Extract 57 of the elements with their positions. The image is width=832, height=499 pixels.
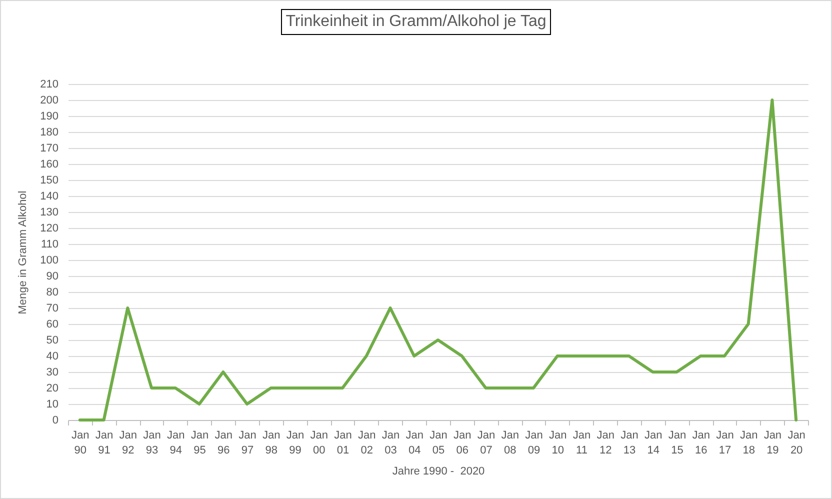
x-tick-label: Jan 05 xyxy=(430,430,448,456)
y-tick-label: 70 xyxy=(46,302,58,314)
y-tick-label: 120 xyxy=(40,222,58,234)
y-tick-label: 210 xyxy=(40,78,58,90)
y-tick-label: 50 xyxy=(46,334,58,346)
x-tick-label: Jan 95 xyxy=(190,430,209,456)
y-tick-label: 200 xyxy=(40,94,58,106)
x-tick-label: Jan 01 xyxy=(334,430,352,456)
x-tick-label: Jan 90 xyxy=(72,430,90,456)
y-tick-label: 40 xyxy=(46,350,58,362)
x-tick-label: Jan 06 xyxy=(453,430,472,456)
y-tick-label: 190 xyxy=(40,110,58,122)
x-tick-label: Jan 08 xyxy=(501,430,519,456)
x-tick-label: Jan 07 xyxy=(477,430,496,456)
x-tick-label: Jan 13 xyxy=(620,430,638,456)
x-tick-label: Jan 19 xyxy=(764,430,782,456)
x-tick-label: Jan 02 xyxy=(358,430,376,456)
x-tick-label: Jan 10 xyxy=(548,430,567,456)
x-tick-label: Jan 93 xyxy=(143,430,161,456)
y-tick-label: 150 xyxy=(40,174,58,186)
y-tick-label: 60 xyxy=(46,318,58,330)
x-tick-label: Jan 91 xyxy=(95,430,114,456)
x-tick-label: Jan 12 xyxy=(596,430,614,456)
x-tick-label: Jan 20 xyxy=(788,430,806,456)
x-tick-label: Jan 09 xyxy=(525,430,543,456)
x-tick-label: Jan 00 xyxy=(310,430,328,456)
y-tick-label: 160 xyxy=(40,158,58,170)
x-axis-title: Jahre 1990 - 2020 xyxy=(392,466,485,478)
x-tick-label: Jan 11 xyxy=(572,430,591,456)
y-tick-label: 130 xyxy=(40,206,58,218)
y-tick-label: 10 xyxy=(46,398,58,410)
y-tick-label: 180 xyxy=(40,126,58,138)
x-tick-label: Jan 04 xyxy=(406,430,424,456)
x-tick-label: Jan 97 xyxy=(238,430,256,456)
y-tick-label: 170 xyxy=(40,142,58,154)
x-tick-label: Jan 17 xyxy=(716,430,734,456)
y-tick-label: 0 xyxy=(52,414,58,426)
x-tick-label: Jan 98 xyxy=(262,430,280,456)
x-tick-label: Jan 16 xyxy=(692,430,710,456)
x-tick-label: Jan 15 xyxy=(668,430,686,456)
x-tick-label: Jan 18 xyxy=(740,430,758,456)
x-tick-label: Jan 96 xyxy=(214,430,233,456)
x-tick-label: Jan 92 xyxy=(119,430,138,456)
x-tick-label: Jan 99 xyxy=(286,430,304,456)
y-tick-label: 20 xyxy=(46,382,58,394)
y-tick-label: 30 xyxy=(46,366,58,378)
x-tick-label: Jan 94 xyxy=(167,430,185,456)
line-series xyxy=(78,98,798,422)
y-axis-title: Menge in Gramm Alkohol xyxy=(17,190,30,314)
y-tick-label: 90 xyxy=(46,270,58,282)
y-tick-label: 80 xyxy=(46,286,58,298)
y-tick-label: 140 xyxy=(40,190,58,202)
x-tick-label: Jan 14 xyxy=(644,430,662,456)
x-tick-label: Jan 03 xyxy=(382,430,400,456)
y-tick-label: 100 xyxy=(40,254,58,266)
chart-title: Trinkeinheit in Gramm/Alkohol je Tag xyxy=(280,9,552,35)
y-tick-label: 110 xyxy=(40,238,58,250)
